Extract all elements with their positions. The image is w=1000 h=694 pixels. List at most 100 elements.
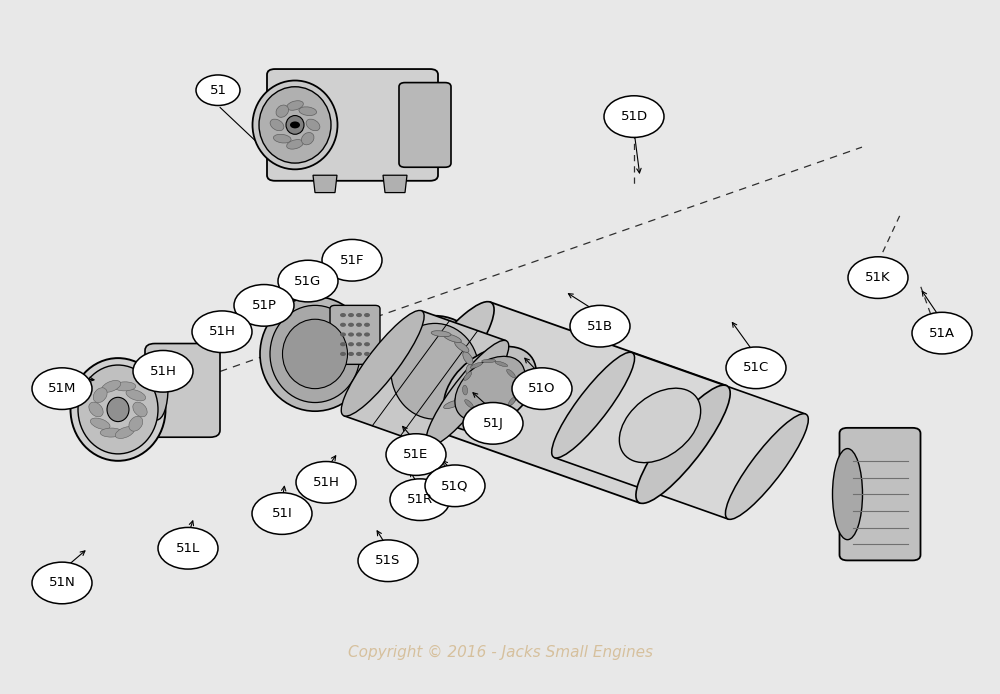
Ellipse shape xyxy=(444,400,461,409)
Ellipse shape xyxy=(463,385,468,395)
Ellipse shape xyxy=(299,107,317,115)
Text: 51S: 51S xyxy=(375,555,401,567)
Circle shape xyxy=(390,479,450,520)
Polygon shape xyxy=(404,302,726,503)
Circle shape xyxy=(340,332,346,337)
Text: 51J: 51J xyxy=(483,417,503,430)
Text: 51G: 51G xyxy=(294,275,322,287)
Circle shape xyxy=(570,305,630,347)
Text: 51C: 51C xyxy=(743,362,769,374)
Ellipse shape xyxy=(270,305,360,403)
Ellipse shape xyxy=(276,105,289,117)
Text: Copyright © 2016 - Jacks Small Engines: Copyright © 2016 - Jacks Small Engines xyxy=(348,645,652,660)
Ellipse shape xyxy=(619,388,701,463)
Ellipse shape xyxy=(508,397,516,405)
Ellipse shape xyxy=(832,448,862,540)
Ellipse shape xyxy=(400,302,494,420)
Ellipse shape xyxy=(107,398,129,422)
Ellipse shape xyxy=(463,378,473,391)
Circle shape xyxy=(348,342,354,346)
Text: 51F: 51F xyxy=(340,254,364,266)
Ellipse shape xyxy=(146,357,168,420)
Polygon shape xyxy=(344,311,506,446)
Circle shape xyxy=(364,352,370,356)
Ellipse shape xyxy=(286,116,304,135)
Circle shape xyxy=(364,332,370,337)
Text: 51H: 51H xyxy=(313,476,339,489)
Text: 51H: 51H xyxy=(150,365,176,378)
Circle shape xyxy=(463,403,523,444)
Circle shape xyxy=(340,323,346,327)
Ellipse shape xyxy=(301,133,314,145)
Ellipse shape xyxy=(472,411,485,416)
Circle shape xyxy=(348,352,354,356)
Text: 51R: 51R xyxy=(407,493,433,506)
Text: 51L: 51L xyxy=(176,542,200,555)
Ellipse shape xyxy=(426,340,509,446)
Ellipse shape xyxy=(90,418,110,430)
Ellipse shape xyxy=(287,101,303,110)
Circle shape xyxy=(340,313,346,317)
Circle shape xyxy=(32,368,92,409)
Ellipse shape xyxy=(260,297,370,411)
FancyBboxPatch shape xyxy=(330,305,380,364)
Polygon shape xyxy=(313,176,337,193)
Circle shape xyxy=(425,465,485,507)
Ellipse shape xyxy=(431,331,451,337)
Ellipse shape xyxy=(306,119,320,130)
Circle shape xyxy=(356,332,362,337)
Ellipse shape xyxy=(484,414,498,418)
Circle shape xyxy=(348,323,354,327)
Ellipse shape xyxy=(455,341,469,353)
Circle shape xyxy=(252,493,312,534)
Ellipse shape xyxy=(341,310,424,416)
Circle shape xyxy=(726,347,786,389)
Ellipse shape xyxy=(470,362,482,369)
Ellipse shape xyxy=(133,402,147,417)
Ellipse shape xyxy=(636,385,730,503)
Circle shape xyxy=(234,285,294,326)
Ellipse shape xyxy=(391,323,479,419)
Circle shape xyxy=(848,257,908,298)
Circle shape xyxy=(348,313,354,317)
Circle shape xyxy=(296,462,356,503)
FancyBboxPatch shape xyxy=(145,344,220,437)
Text: 51Q: 51Q xyxy=(441,480,469,492)
Ellipse shape xyxy=(283,319,348,389)
Ellipse shape xyxy=(444,334,461,342)
Text: 51: 51 xyxy=(210,84,226,96)
Ellipse shape xyxy=(455,356,525,421)
Text: 51K: 51K xyxy=(865,271,891,284)
Text: 51A: 51A xyxy=(929,327,955,339)
Text: 51H: 51H xyxy=(209,325,235,338)
Circle shape xyxy=(364,313,370,317)
Ellipse shape xyxy=(126,389,146,401)
Circle shape xyxy=(340,352,346,356)
Circle shape xyxy=(364,323,370,327)
Circle shape xyxy=(364,342,370,346)
Ellipse shape xyxy=(725,414,808,519)
Ellipse shape xyxy=(114,382,136,391)
Text: 51P: 51P xyxy=(252,299,276,312)
Text: 51N: 51N xyxy=(49,577,75,589)
Circle shape xyxy=(604,96,664,137)
Polygon shape xyxy=(383,176,407,193)
Ellipse shape xyxy=(115,427,134,439)
Ellipse shape xyxy=(512,382,517,392)
Circle shape xyxy=(356,313,362,317)
Circle shape xyxy=(322,239,382,281)
Text: 51M: 51M xyxy=(48,382,76,395)
Ellipse shape xyxy=(78,365,158,454)
Text: 51D: 51D xyxy=(620,110,648,123)
Text: 51O: 51O xyxy=(528,382,556,395)
Text: SMALL ENGINES: SMALL ENGINES xyxy=(406,386,594,405)
Ellipse shape xyxy=(70,358,166,461)
Ellipse shape xyxy=(89,402,103,417)
Ellipse shape xyxy=(464,372,472,380)
Ellipse shape xyxy=(495,361,508,366)
Ellipse shape xyxy=(507,369,515,378)
Ellipse shape xyxy=(482,359,496,363)
Ellipse shape xyxy=(463,352,473,365)
Ellipse shape xyxy=(465,400,473,408)
Circle shape xyxy=(278,260,338,302)
